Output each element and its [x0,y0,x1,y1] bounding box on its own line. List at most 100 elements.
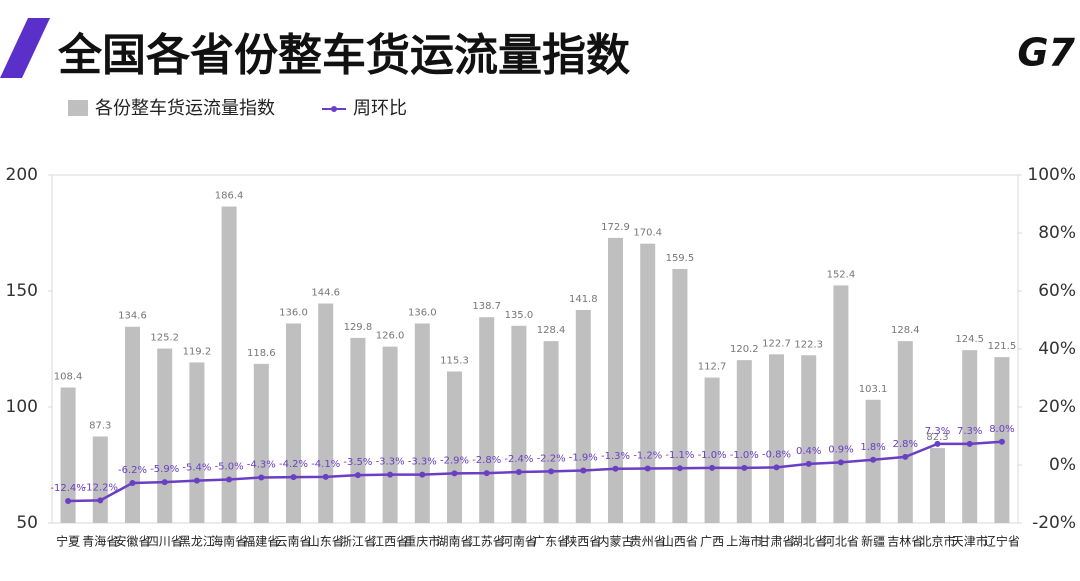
line-point [902,453,909,460]
x-tick-label: 上海市 [726,534,762,549]
bar-value-label: 119.2 [183,346,212,357]
line-point [354,472,361,479]
line-point [870,456,877,463]
bar [672,268,688,523]
bar-value-label: 124.5 [955,334,984,345]
bar-value-label: 115.3 [440,356,469,367]
bar [125,326,140,523]
bar-value-label: 136.0 [279,307,308,318]
x-tick-label: 贵州省 [630,535,666,549]
line-point [773,464,780,471]
bar [736,360,752,523]
line-value-label: -2.4% [504,454,533,465]
line-value-label: -4.3% [247,459,276,470]
line-value-label: -3.3% [408,457,437,468]
bar-value-label: 121.5 [988,341,1017,352]
line-value-label: 7.3% [957,426,982,437]
x-tick-label: 湖南省 [436,534,472,549]
line-point [676,465,683,472]
bar [253,363,269,523]
line-point [612,465,619,472]
bar-value-label: 108.4 [54,372,83,383]
line-point [161,479,168,486]
x-tick-label: 辽宁省 [984,534,1020,549]
x-tick-label: 青海省 [82,534,118,549]
bar-value-label: 172.9 [601,222,630,233]
legend-label: 各份整车货运流量指数 [95,98,275,119]
line-value-label: -2.2% [537,453,566,464]
bar [575,310,591,523]
y-tick-label: 50 [16,513,38,533]
x-tick-label: 山西省 [662,535,698,549]
bar [704,377,720,523]
line-value-label: -6.2% [118,465,147,476]
bar [92,436,108,523]
line-value-label: 8.0% [989,424,1014,435]
x-tick-label: 河南省 [501,534,537,549]
x-tick-label: 新疆 [861,534,885,549]
line-point [548,468,555,475]
y2-tick-label: 60% [1038,281,1076,301]
x-tick-label: 海南省 [211,534,247,549]
line-point [580,467,587,474]
line-value-label: -12.2% [83,482,118,493]
bar-value-label: 125.2 [150,333,179,344]
line-point [226,476,233,483]
line-value-label: 0.9% [828,444,853,455]
legend: 各份整车货运流量指数 周环比 [68,98,407,119]
x-tick-label: 甘肃省 [758,535,794,549]
line-point [837,459,844,466]
bar-value-label: 122.7 [762,338,791,349]
bar-value-label: 138.7 [472,301,501,312]
bar [221,206,237,523]
bar [60,387,76,523]
x-tick-label: 云南省 [275,534,311,549]
line-point [129,479,136,486]
line-value-label: 1.8% [860,442,885,453]
x-tick-label: 江苏省 [469,535,505,549]
line-point [483,470,490,477]
line-value-label: -5.4% [182,463,211,474]
x-tick-label: 广西 [700,535,724,549]
line-value-label: -1.1% [665,450,694,461]
line-point [419,471,426,478]
x-tick-label: 黑龙江 [179,535,215,549]
line-point [741,464,748,471]
line-value-label: -1.9% [569,453,598,464]
bar-value-label: 159.5 [666,253,695,264]
bar [833,285,849,523]
line-point [322,473,329,480]
line-point [998,438,1005,445]
line-point [644,465,651,472]
line-value-label: -1.0% [698,450,727,461]
page-title: 全国各省份整车货运流量指数 [57,30,630,81]
line-value-label: -2.9% [440,455,469,466]
x-tick-label: 河北省 [823,535,859,549]
x-tick-label: 浙江省 [340,535,376,549]
line-point [97,497,104,504]
line-value-label: -2.8% [472,455,501,466]
y-tick-label: 200 [6,165,38,185]
x-tick-label: 四川省 [147,535,183,549]
line-value-label: -5.9% [150,464,179,475]
line-value-label: -1.0% [730,450,759,461]
bar [157,348,173,523]
bar-value-label: 82.3 [926,432,948,443]
y2-tick-label: 0% [1049,455,1076,475]
line-point [65,497,72,504]
x-tick-label: 山东省 [308,535,344,549]
bar-value-label: 128.4 [537,325,566,336]
bar-value-label: 136.0 [408,307,437,318]
bar-value-label: 122.3 [794,339,823,350]
x-tick-label: 宁夏 [56,534,80,549]
bar [930,448,945,523]
logo: G7 [1017,31,1075,75]
legend-label: 周环比 [353,98,407,119]
bar [382,346,398,523]
bar-value-label: 129.8 [344,322,373,333]
bar-value-label: 103.1 [859,384,888,395]
y2-tick-label: 80% [1038,223,1076,243]
line-value-label: -12.4% [50,483,85,494]
line-value-label: 7.3% [925,426,950,437]
